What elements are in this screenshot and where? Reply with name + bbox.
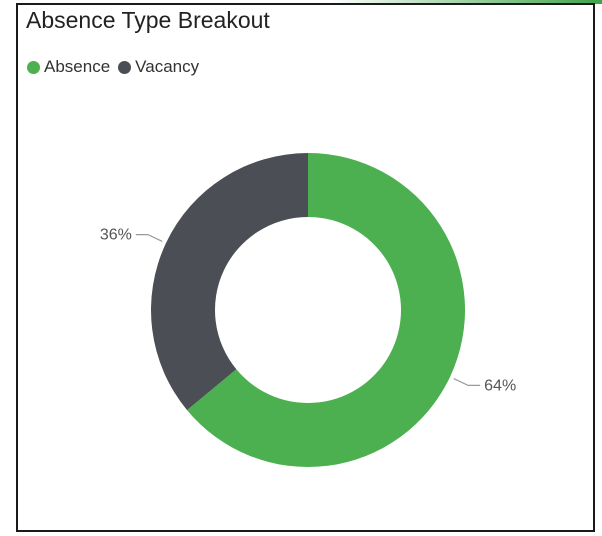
legend-dot-vacancy — [118, 60, 132, 74]
data-label-absence: 64% — [484, 377, 516, 394]
legend-item-absence[interactable]: Absence — [27, 57, 110, 77]
page-accent-edge — [0, 0, 602, 4]
donut-slice-vacancy[interactable] — [151, 153, 308, 411]
data-label-vacancy: 36% — [100, 227, 132, 244]
chart-legend: Absence Vacancy — [27, 57, 207, 77]
leader-line-vacancy — [135, 234, 163, 242]
legend-dot-absence — [27, 60, 40, 74]
legend-label-absence: Absence — [44, 57, 111, 76]
chart-card: Absence Type Breakout Absence Vacancy 64… — [16, 3, 595, 532]
donut-slice-absence[interactable] — [187, 153, 465, 467]
donut-chart: 64% 36% — [100, 153, 516, 467]
legend-item-vacancy[interactable]: Vacancy — [118, 57, 199, 77]
legend-label-vacancy: Vacancy — [135, 57, 200, 76]
leader-line-absence — [453, 378, 481, 386]
chart-title: Absence Type Breakout — [26, 7, 270, 33]
